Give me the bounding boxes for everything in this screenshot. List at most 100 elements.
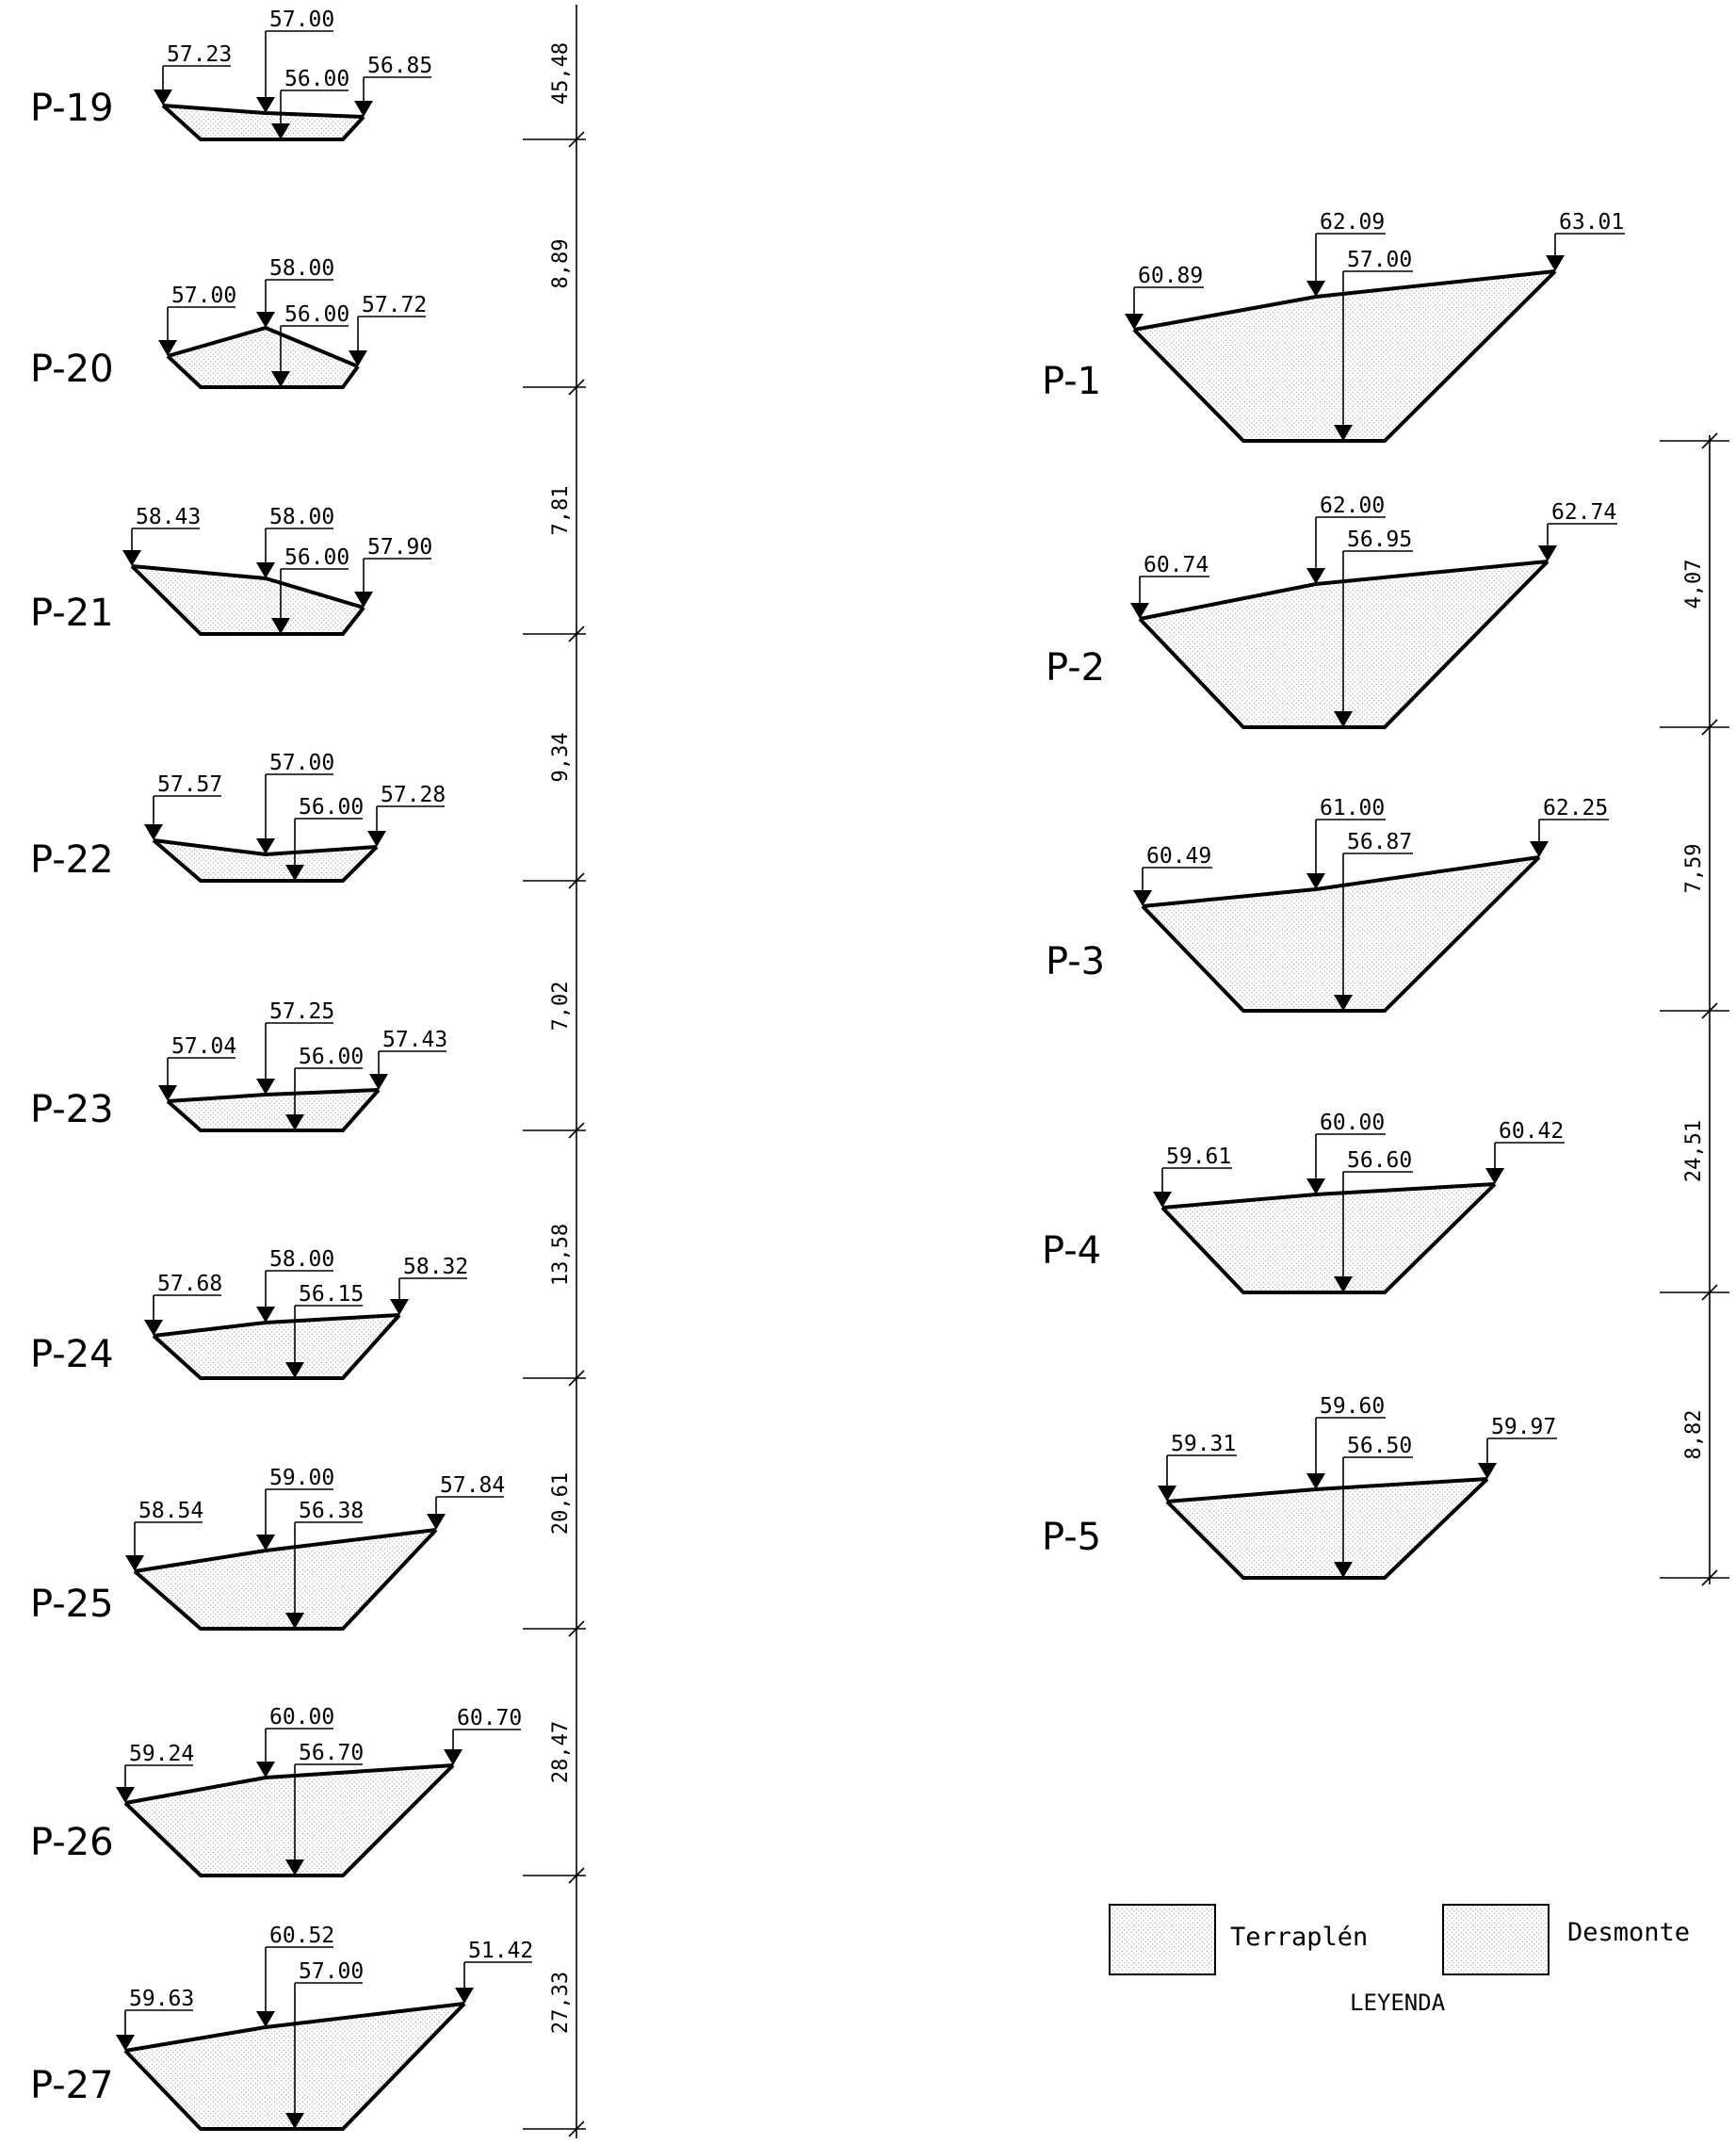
base-elevation-label: 56.70 [299,1741,364,1765]
legend-cut-swatch [1443,1905,1549,1974]
base-elevation-label: 56.87 [1347,830,1412,854]
left-elevation-arrow [144,824,163,840]
distance-label: 9,34 [549,733,573,783]
center-elevation-arrow [256,1079,275,1095]
section-p-22: P-2257.5757.0057.2856.00 [30,751,446,882]
section-label: P-19 [30,87,114,130]
right-elevation-arrow [1485,1168,1504,1184]
legend-title: LEYENDA [1350,1990,1446,2016]
right-elevation-label: 56.85 [367,54,432,78]
left-elevation-arrow [158,1085,177,1101]
center-elevation-label: 62.09 [1320,210,1385,235]
right-elevation-label: 51.42 [468,1939,533,1963]
center-elevation-label: 59.00 [269,1466,334,1490]
section-label: P-21 [30,592,114,635]
right-elevation-arrow [444,1749,462,1765]
legend: Terraplén Desmonte LEYENDA [1110,1905,1690,2016]
distance-label: 13,58 [549,1224,573,1286]
center-elevation-arrow [256,1307,275,1323]
right-elevation-label: 60.42 [1499,1119,1564,1144]
left-elevation-label: 57.57 [157,772,222,797]
section-label: P-23 [30,1088,114,1131]
section-p-24: P-24 57.68 58.00 58.32 56.15 [30,1247,468,1378]
left-elevation-label: 57.23 [167,42,232,67]
right-elevation-label: 62.74 [1551,500,1616,525]
section-label: P-25 [30,1583,114,1626]
base-elevation-label: 56.50 [1347,1434,1412,1458]
distance-label: 20,61 [549,1472,573,1535]
center-elevation-label: 57.00 [269,751,334,775]
center-elevation-label: 61.00 [1320,796,1385,820]
base-elevation-label: 56.00 [284,302,349,327]
base-elevation-label: 56.15 [299,1282,364,1307]
right-elevation-label: 57.84 [440,1473,505,1498]
left-elevation-label: 58.43 [136,505,201,529]
base-elevation-label: 56.00 [284,545,349,570]
section-label: P-3 [1046,940,1105,983]
distance-label: 27,33 [549,1972,573,2034]
section-label: P-24 [30,1333,114,1376]
section-p-26: P-26 59.24 60.00 60.70 56.70 [30,1705,522,1876]
center-elevation-label: 58.00 [269,1247,334,1272]
section-label: P-2 [1046,646,1105,690]
base-elevation-label: 56.38 [299,1499,364,1523]
right-elevation-arrow [390,1299,409,1315]
base-elevation-label: 57.00 [299,1959,364,1984]
distance-label: 28,47 [549,1721,573,1783]
section-p-20: P-20 57.00 58.00 57.72 56.00 [30,256,427,391]
right-elevation-label: 63.01 [1559,210,1624,235]
left-elevation-label: 58.54 [138,1499,203,1523]
right-elevation-arrow [1538,545,1557,561]
base-elevation-label: 56.00 [284,67,349,91]
section-label: P-27 [30,2064,114,2107]
right-elevation-label: 57.72 [362,293,427,317]
distance-label: 8,82 [1682,1410,1706,1460]
right-elevation-label: 60.70 [457,1706,522,1730]
section-p-21: P-21 58.43 58.00 57.90 56.00 [30,505,432,635]
section-label: P-26 [30,1821,114,1864]
section-label: P-22 [30,838,114,882]
left-elevation-label: 57.00 [171,284,236,308]
section-p-1: P-160.8962.09 63.0157.00 [1042,210,1625,441]
base-elevation-label: 56.60 [1347,1148,1412,1173]
center-elevation-label: 60.00 [1320,1111,1385,1135]
center-elevation-label: 62.00 [1320,494,1385,518]
section-fill [125,1765,453,1876]
section-fill [1167,1479,1487,1578]
right-distance-chain: 4,07 7,59 24,51 8,82 [1660,433,1729,1585]
right-elevation-arrow [455,1988,474,2004]
right-elevation-label: 57.90 [367,535,432,560]
left-elevation-label: 59.31 [1171,1432,1236,1456]
section-p-25: P-25 58.54 59.00 57.84 56.38 [30,1466,505,1629]
section-p-19: P-19 57.23 57.00 56.85 56.00 [30,8,432,139]
section-p-2: P-260.7462.00 62.7456.95 [1046,494,1617,727]
right-elevation-arrow [1478,1463,1497,1479]
section-p-27: P-27 59.63 60.52 51.42 57.00 [30,1924,533,2129]
center-elevation-label: 58.00 [269,256,334,281]
legend-fill-swatch [1110,1905,1215,1974]
right-elevation-arrow [1546,255,1565,271]
left-elevation-label: 57.04 [171,1034,236,1059]
right-elevation-label: 58.32 [403,1255,468,1279]
center-elevation-arrow [256,97,275,113]
section-p-5: P-559.3159.6059.9756.50 [1042,1394,1557,1578]
center-elevation-arrow [256,1762,275,1778]
right-elevation-arrow [427,1514,446,1530]
center-elevation-label: 60.52 [269,1924,334,1948]
section-p-4: P-459.6160.00 60.4256.60 [1042,1111,1565,1292]
right-elevation-arrow [367,831,386,847]
center-elevation-arrow [1306,1473,1325,1489]
right-elevation-label: 62.25 [1543,796,1608,820]
right-elevation-label: 57.28 [381,783,446,807]
distance-label: 4,07 [1682,560,1706,609]
distance-label: 7,02 [549,982,573,1031]
right-elevation-label: 57.43 [382,1028,447,1052]
section-label: P-1 [1042,360,1101,403]
distance-label: 7,81 [549,486,573,536]
right-elevation-label: 59.97 [1491,1415,1556,1439]
section-label: P-20 [30,348,114,391]
section-label: P-4 [1042,1229,1101,1273]
center-elevation-label: 59.60 [1320,1394,1385,1419]
right-elevation-arrow [1530,841,1549,857]
